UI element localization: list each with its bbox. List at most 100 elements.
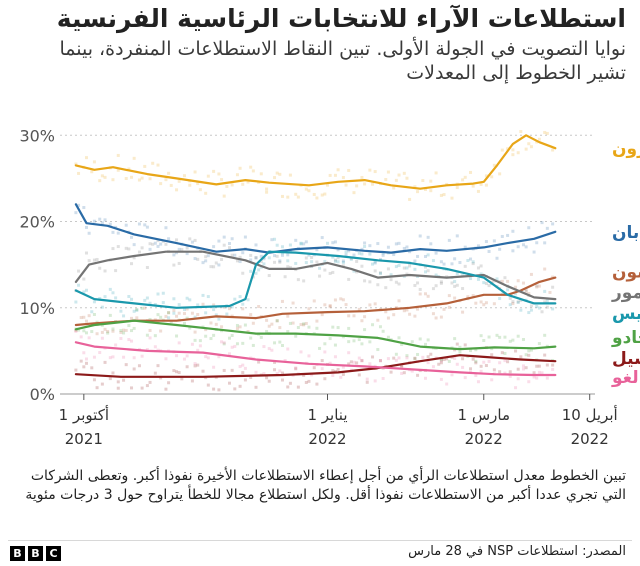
poll-dot [259, 172, 263, 176]
poll-dot [130, 235, 134, 239]
footer-divider [8, 540, 632, 541]
poll-dot [545, 363, 549, 367]
poll-dot [524, 147, 528, 151]
poll-dot [222, 235, 226, 239]
poll-dot [320, 367, 324, 371]
poll-dot [529, 145, 533, 149]
poll-dot [177, 341, 181, 345]
poll-dot [365, 377, 369, 381]
poll-dot [143, 306, 147, 310]
poll-dot [241, 307, 245, 311]
poll-dot [185, 316, 189, 320]
poll-dot [185, 296, 189, 300]
poll-dot [368, 280, 372, 284]
poll-dot [262, 372, 266, 376]
poll-dot [299, 350, 303, 354]
poll-dot [461, 178, 465, 182]
poll-dot [302, 323, 306, 327]
poll-dot [521, 281, 525, 285]
poll-dot [543, 241, 547, 245]
poll-dot [196, 363, 200, 367]
poll-dot [426, 355, 430, 359]
poll-dot [506, 360, 510, 364]
poll-dot [124, 223, 128, 227]
poll-dot [344, 303, 348, 307]
poll-dot [492, 239, 496, 243]
poll-dot [532, 371, 536, 375]
poll-dot [336, 368, 340, 372]
poll-dot [333, 355, 337, 359]
poll-dot [84, 357, 88, 361]
poll-dot [265, 190, 269, 194]
poll-dot [235, 342, 239, 346]
poll-dot [413, 185, 417, 189]
poll-dot [469, 170, 473, 174]
poll-dot [524, 353, 528, 357]
poll-dot [453, 296, 457, 300]
poll-dot [212, 365, 216, 369]
poll-dot [196, 348, 200, 352]
poll-dot [185, 307, 189, 311]
poll-dot [474, 359, 478, 363]
poll-dot [193, 364, 197, 368]
poll-dot [159, 182, 163, 186]
poll-dot [182, 174, 186, 178]
poll-dot [106, 331, 110, 335]
poll-dot [243, 323, 247, 327]
poll-dot [153, 371, 157, 375]
poll-dot [188, 298, 192, 302]
poll-dot [98, 296, 102, 300]
poll-dot [148, 336, 152, 340]
poll-dot [148, 301, 152, 305]
poll-dot [392, 356, 396, 360]
poll-dot [119, 336, 123, 340]
poll-dot [182, 308, 186, 312]
poll-dot [122, 378, 126, 382]
poll-dot [204, 334, 208, 338]
poll-dot [230, 305, 234, 309]
poll-dot [230, 345, 234, 349]
poll-dot [373, 302, 377, 306]
poll-dot [405, 245, 409, 249]
poll-dot [291, 301, 295, 305]
poll-dot [469, 277, 473, 281]
poll-dot [212, 308, 216, 312]
poll-dot [384, 310, 388, 314]
poll-dot [209, 337, 213, 341]
poll-dot [326, 241, 329, 245]
poll-dot [373, 261, 377, 265]
poll-dot [323, 350, 327, 354]
poll-dot [119, 330, 123, 334]
poll-dot [416, 307, 420, 311]
poll-dot [145, 225, 149, 229]
poll-dot [310, 260, 314, 264]
poll-dot [212, 169, 216, 173]
poll-dot [204, 328, 208, 332]
poll-dot [217, 239, 221, 243]
poll-dot [527, 349, 531, 353]
poll-dot [426, 338, 430, 342]
y-tick-label: 20% [19, 213, 55, 232]
poll-dot [156, 313, 160, 317]
poll-dot [132, 256, 136, 260]
poll-dot [238, 384, 242, 388]
poll-dot [220, 325, 224, 329]
poll-dot [537, 364, 541, 368]
poll-dot [527, 226, 531, 230]
poll-dot [490, 347, 494, 351]
poll-dot [463, 245, 467, 249]
poll-dot [479, 182, 483, 186]
poll-dot [249, 253, 253, 257]
poll-dot [447, 305, 451, 309]
poll-dot [100, 382, 104, 386]
poll-dot [103, 295, 107, 299]
poll-dot [551, 285, 555, 289]
poll-dot [397, 263, 401, 267]
poll-dot [280, 194, 284, 198]
poll-dot [426, 235, 430, 239]
poll-dot [347, 340, 351, 344]
poll-dot [511, 148, 515, 152]
poll-dot [371, 323, 375, 327]
poll-dot [540, 371, 544, 375]
poll-dot [426, 269, 430, 273]
